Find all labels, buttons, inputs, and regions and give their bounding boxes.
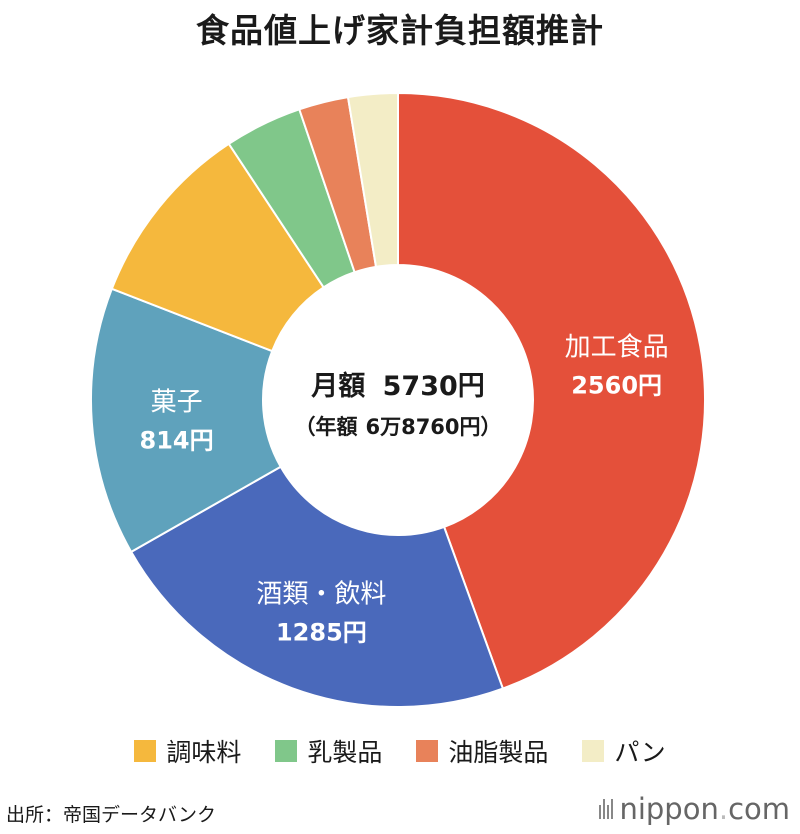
legend-item-1: 乳製品 [275, 733, 382, 769]
legend-label: パン [614, 738, 666, 767]
legend-label: 油脂製品 [448, 738, 549, 767]
center-total: 月額 5730円 [310, 371, 485, 402]
brand-name: nippon [619, 792, 719, 826]
slice-6 [346, 91, 399, 268]
slice-label-name-1: 酒類・飲料 [256, 579, 386, 609]
slice-label-value-0: 2560円 [571, 372, 662, 400]
brand-dot: . [718, 792, 729, 826]
legend-item-3: パン [582, 733, 666, 769]
center-total-label: 月額 [310, 371, 365, 402]
source-note: 出所：帝国データバンク [6, 804, 216, 826]
brand-logo: nippon. com [599, 792, 790, 826]
brand-bars-icon [599, 799, 614, 819]
legend-item-0: 調味料 [134, 733, 241, 769]
legend-label: 乳製品 [307, 738, 383, 767]
legend-swatch [416, 740, 439, 762]
slices-group [90, 91, 706, 708]
center-annual: （年額 6万8760円） [294, 415, 501, 439]
slice-0 [397, 91, 706, 690]
center-annual-label: 年額 [315, 415, 357, 439]
legend-swatch [134, 740, 157, 762]
legend-item-2: 油脂製品 [416, 733, 548, 769]
slice-1 [129, 465, 505, 708]
legend-swatch [582, 740, 605, 762]
brand-tld: com [728, 792, 790, 826]
center-annual-value: 6万8760円 [365, 415, 480, 439]
chart-title: 食品値上げ家計負担額推計 [196, 11, 604, 50]
legend-swatch [275, 740, 298, 762]
legend-label: 調味料 [166, 738, 242, 767]
slice-label-value-1: 1285円 [276, 618, 367, 646]
slice-2 [90, 287, 283, 554]
slice-label-value-2: 814円 [140, 426, 214, 454]
legend: 調味料 乳製品 油脂製品 パン [0, 733, 800, 769]
center-total-value: 5730円 [383, 371, 485, 402]
slice-label-name-0: 加工食品 [565, 333, 669, 363]
slice-label-name-2: 菓子 [151, 387, 203, 417]
